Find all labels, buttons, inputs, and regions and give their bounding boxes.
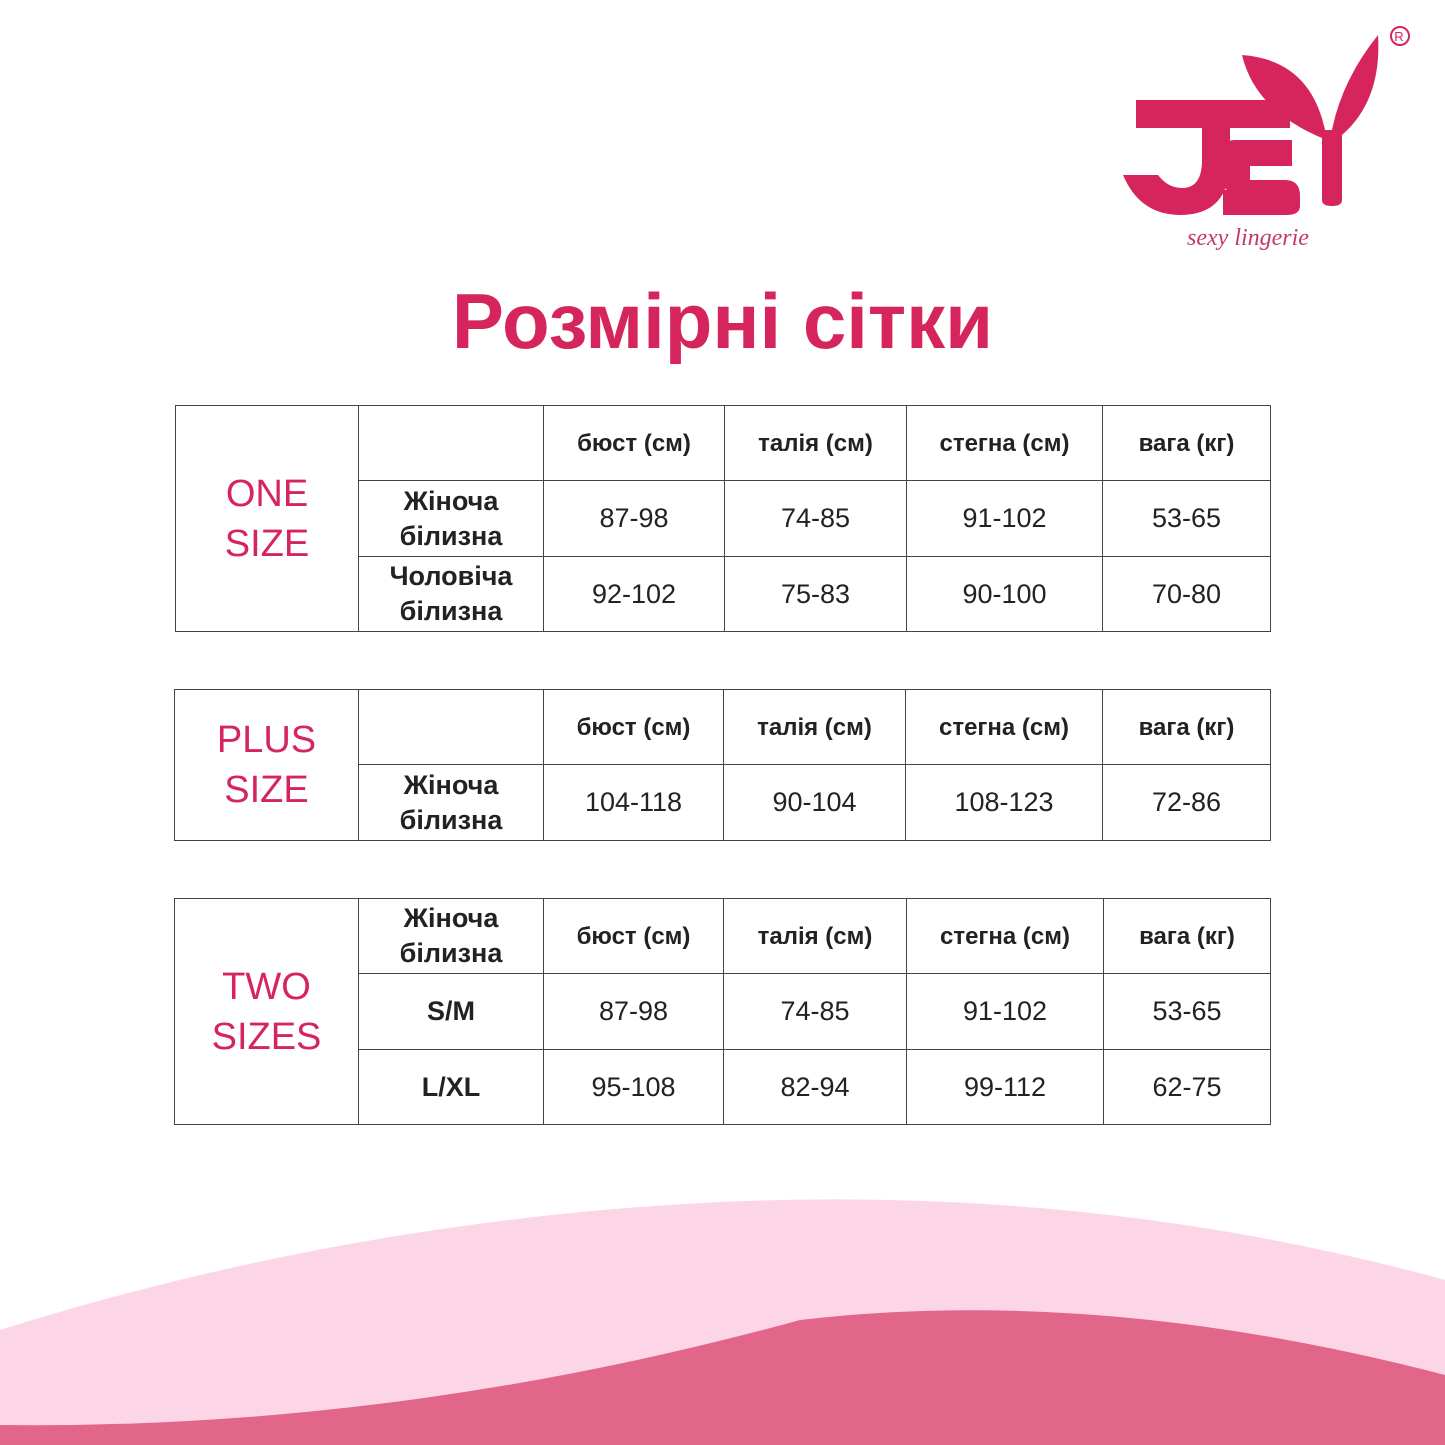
table-cell: 91-102 bbox=[906, 973, 1104, 1050]
column-header: бюст (см) bbox=[543, 405, 725, 481]
column-header: вага (кг) bbox=[1103, 898, 1271, 974]
svg-text:R: R bbox=[1394, 29, 1403, 44]
row-label: Чоловіча білизна bbox=[358, 556, 544, 632]
table-row: S/M 87-98 74-85 91-102 53-65 bbox=[175, 973, 1271, 1050]
table-row: Жіноча білизна 104-118 90-104 108-123 72-86 bbox=[175, 764, 1271, 841]
table-cell: 90-104 bbox=[723, 764, 906, 841]
table-cell: 74-85 bbox=[723, 973, 907, 1050]
column-header: талія (см) bbox=[723, 898, 907, 974]
column-header: талія (см) bbox=[723, 689, 906, 765]
table-row: L/XL 95-108 82-94 99-112 62-75 bbox=[175, 1049, 1271, 1125]
table-cell: 87-98 bbox=[543, 480, 725, 557]
column-header: талія (см) bbox=[724, 405, 907, 481]
row-label: S/M bbox=[358, 973, 544, 1050]
page-title: Розмірні сітки bbox=[451, 277, 994, 365]
header-row: PLUS SIZE бюст (см) талія (см) стегна (см) в… bbox=[174, 689, 1271, 841]
brand-tagline: sexy lingerie bbox=[1187, 225, 1309, 251]
table-cell: 90-100 bbox=[906, 556, 1103, 632]
column-header: вага (кг) bbox=[1102, 405, 1271, 481]
table-cell: 92-102 bbox=[543, 556, 725, 632]
table-cell: 104-118 bbox=[543, 764, 724, 841]
table-cell: 53-65 bbox=[1103, 973, 1271, 1050]
column-header: стегна (см) bbox=[905, 689, 1103, 765]
brand-logo: R sexy lingerie bbox=[1110, 20, 1430, 260]
table-cell: 87-98 bbox=[543, 973, 724, 1050]
column-header: бюст (см) bbox=[543, 898, 724, 974]
size-label: TWO SIZES bbox=[174, 898, 359, 1125]
table-cell: 95-108 bbox=[543, 1049, 724, 1125]
table-cell: 75-83 bbox=[724, 556, 907, 632]
table-cell: 72-86 bbox=[1102, 764, 1271, 841]
table-row: Чоловіча білизна 92-102 75-83 90-100 70-80 bbox=[176, 556, 1271, 632]
row-label bbox=[358, 689, 544, 765]
column-header: бюст (см) bbox=[543, 689, 724, 765]
column-header: стегна (см) bbox=[906, 898, 1104, 974]
row-label bbox=[358, 405, 544, 481]
table-cell: 74-85 bbox=[724, 480, 907, 557]
wave-dark bbox=[0, 1310, 1445, 1445]
size-label: ONE SIZE bbox=[175, 405, 359, 632]
header-row: TWO SIZES Жіноча білизна бюст (см) талія (с… bbox=[174, 898, 1271, 1125]
table-cell: 82-94 bbox=[723, 1049, 907, 1125]
row-label: L/XL bbox=[358, 1049, 544, 1125]
column-header: вага (кг) bbox=[1102, 689, 1271, 765]
decorative-waves bbox=[0, 1199, 1445, 1445]
table-cell: 62-75 bbox=[1103, 1049, 1271, 1125]
table-cell: 91-102 bbox=[906, 480, 1103, 557]
plus-size-table: PLUS SIZE бюст (см) талія (см) стегна (см) в… bbox=[174, 689, 1271, 841]
two-sizes-table: TWO SIZES Жіноча білизна бюст (см) талія (с… bbox=[174, 898, 1271, 1125]
table-cell: 99-112 bbox=[906, 1049, 1104, 1125]
table-cell: 108-123 bbox=[905, 764, 1103, 841]
table-cell: 70-80 bbox=[1102, 556, 1271, 632]
one-size-table: ONE SIZE бюст (см) талія (см) стегна (см) ва… bbox=[175, 405, 1271, 632]
size-label: PLUS SIZE bbox=[174, 689, 359, 841]
row-label: Жіноча білизна bbox=[358, 764, 544, 841]
table-cell: 53-65 bbox=[1102, 480, 1271, 557]
row-label: Жіноча білизна bbox=[358, 480, 544, 557]
column-header: стегна (см) bbox=[906, 405, 1103, 481]
row-label: Жіноча білизна bbox=[358, 898, 544, 974]
header-row: ONE SIZE бюст (см) талія (см) стегна (см) ва… bbox=[175, 405, 1271, 632]
